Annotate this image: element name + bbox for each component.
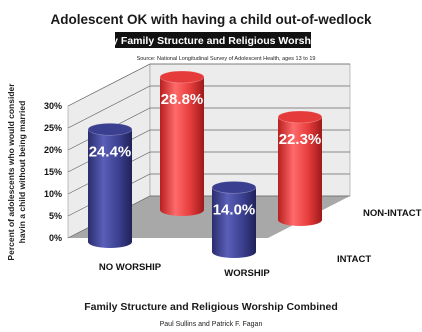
depth-label-intact: INTACT bbox=[337, 254, 371, 265]
y-tick-labels: 0% 5% 10% 15% 20% 25% 30% bbox=[44, 101, 62, 243]
y-tick-label: 25% bbox=[44, 123, 62, 133]
y-axis-label: Percent of adolescents who would conside… bbox=[6, 83, 27, 261]
chart-authors: Paul Sullins and Patrick F. Fagan bbox=[160, 321, 263, 328]
y-axis-label-line-2: havin a child without being married bbox=[17, 101, 27, 244]
chart-caption: Family Structure and Religious Worship C… bbox=[84, 301, 338, 313]
data-label: 14.0% bbox=[213, 201, 256, 218]
bar-top bbox=[277, 110, 323, 124]
bar-intact-worship bbox=[211, 181, 257, 258]
data-labels: 28.8% 22.3% 24.4% 14.0% bbox=[89, 91, 322, 218]
y-tick-label: 20% bbox=[44, 145, 62, 155]
chart-subtitle: by Family Structure and Religious Worshi… bbox=[106, 35, 321, 47]
bar-intact-no-worship bbox=[87, 122, 133, 248]
y-tick-label: 15% bbox=[44, 167, 62, 177]
bar-top bbox=[211, 181, 257, 194]
bar-body bbox=[160, 76, 204, 216]
data-label: 24.4% bbox=[89, 143, 132, 160]
bar-top bbox=[159, 70, 205, 84]
bar-non-intact-worship bbox=[277, 110, 323, 226]
y-tick-label: 5% bbox=[49, 211, 62, 221]
chart-source: Source: National Longitudinal Survey of … bbox=[137, 56, 316, 62]
bar-body bbox=[278, 116, 322, 226]
category-label-worship: WORSHIP bbox=[224, 268, 270, 279]
y-tick-label: 10% bbox=[44, 189, 62, 199]
chart-title: Adolescent OK with having a child out-of… bbox=[50, 12, 372, 27]
bar-top bbox=[87, 122, 133, 136]
bar-body bbox=[88, 129, 132, 248]
y-tick-label: 30% bbox=[44, 101, 62, 111]
grid-line bbox=[67, 63, 350, 107]
y-tick-label: 0% bbox=[49, 233, 62, 243]
data-label: 28.8% bbox=[161, 91, 204, 108]
y-axis-label-line-1: Percent of adolescents who would conside… bbox=[6, 83, 16, 261]
bar-body bbox=[212, 187, 256, 258]
depth-label-non-intact: NON-INTACT bbox=[363, 208, 422, 219]
bar-non-intact-no-worship bbox=[159, 70, 205, 216]
bars bbox=[87, 70, 323, 258]
category-label-no-worship: NO WORSHIP bbox=[99, 262, 162, 273]
data-label: 22.3% bbox=[279, 131, 322, 148]
grid-line bbox=[67, 85, 350, 129]
subtitle-banner bbox=[115, 32, 311, 48]
